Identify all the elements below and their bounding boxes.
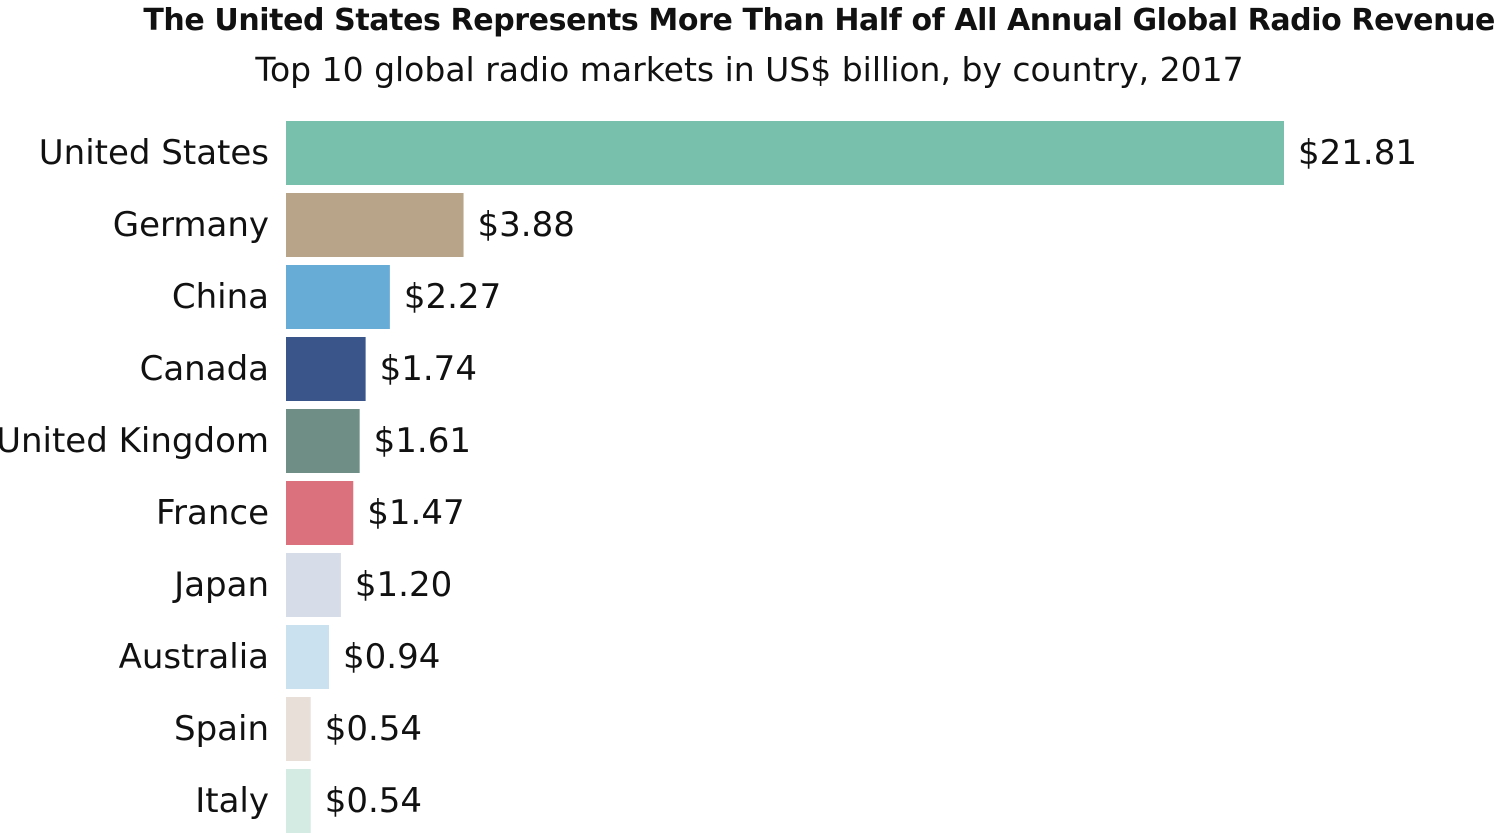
category-label: France xyxy=(156,493,269,533)
value-label: $0.54 xyxy=(325,709,422,749)
bar-france xyxy=(286,481,354,545)
category-label: Germany xyxy=(113,205,269,245)
category-label: China xyxy=(172,277,269,317)
bar-germany xyxy=(286,193,464,257)
category-labels-layer: United States Germany China Canada United Ki… xyxy=(0,133,269,821)
category-label: United States xyxy=(39,133,269,173)
value-labels-layer: $21.81 $3.88 $2.27 $1.74 $1.61 $1.47 $1.20 $0.9… xyxy=(325,133,1417,821)
bar-japan xyxy=(286,553,341,617)
bar-united-kingdom xyxy=(286,409,360,473)
bar-china xyxy=(286,265,390,329)
value-label: $21.81 xyxy=(1298,133,1417,173)
bar-united-states xyxy=(286,121,1284,185)
chart-subtitle: Top 10 global radio markets in US$ billi… xyxy=(255,50,1244,89)
value-label: $0.54 xyxy=(325,781,422,821)
bar-italy xyxy=(286,769,311,833)
bar-canada xyxy=(286,337,366,401)
value-label: $3.88 xyxy=(478,205,575,245)
category-label: Italy xyxy=(195,781,269,821)
category-label: Australia xyxy=(119,637,269,677)
value-label: $2.27 xyxy=(404,277,501,317)
bar-spain xyxy=(286,697,311,761)
category-label: United Kingdom xyxy=(0,421,269,461)
value-label: $0.94 xyxy=(343,637,440,677)
value-label: $1.47 xyxy=(367,493,464,533)
category-label: Spain xyxy=(174,709,269,749)
value-label: $1.61 xyxy=(374,421,471,461)
category-label: Japan xyxy=(172,565,269,605)
bar-australia xyxy=(286,625,330,689)
chart-title: The United States Represents More Than H… xyxy=(143,3,1495,38)
value-label: $1.20 xyxy=(355,565,452,605)
category-label: Canada xyxy=(140,349,269,389)
value-label: $1.74 xyxy=(380,349,477,389)
bars-layer xyxy=(286,121,1284,833)
